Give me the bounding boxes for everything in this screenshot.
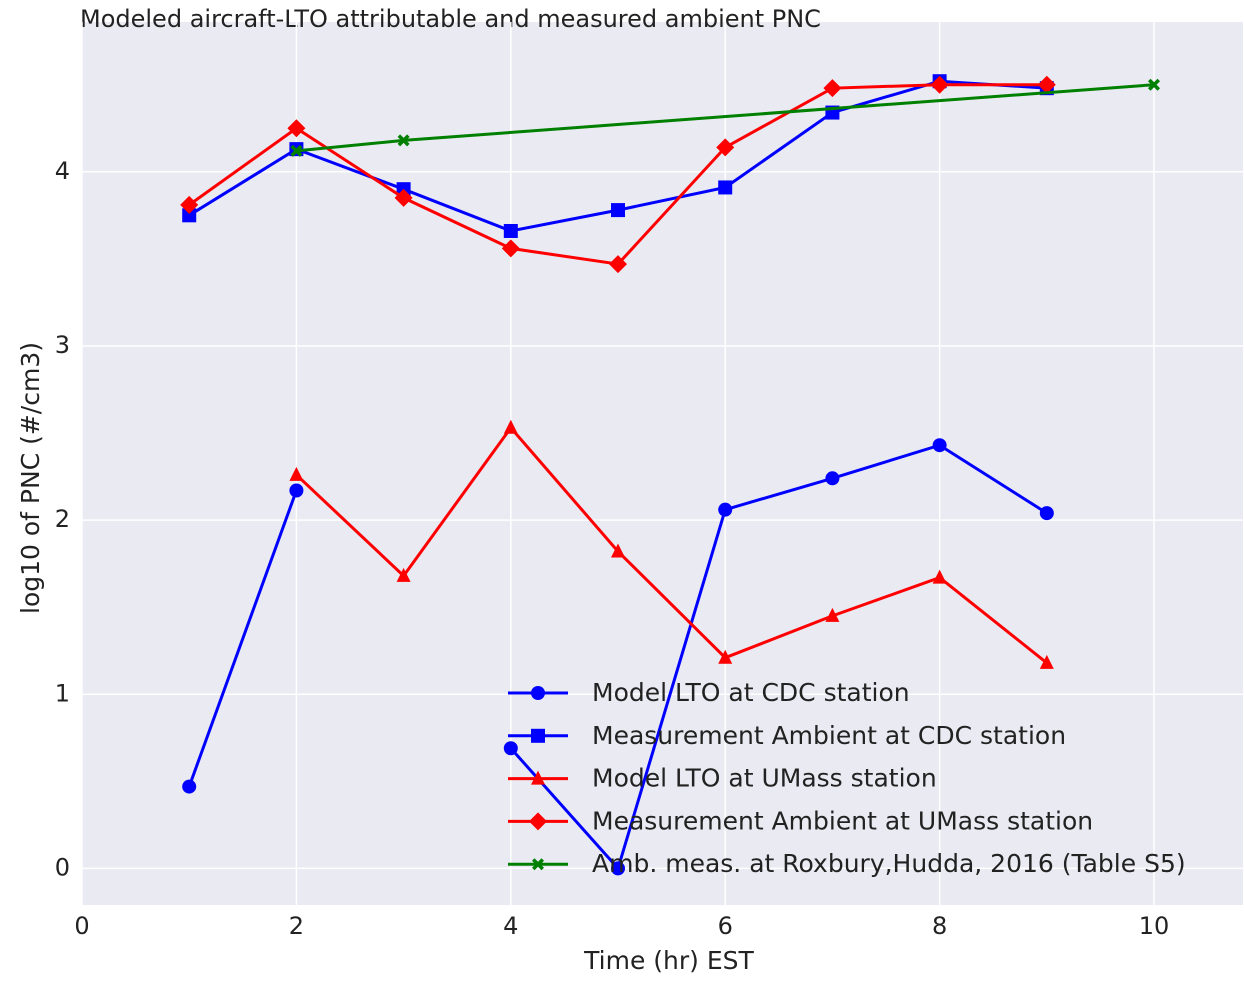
marker: [397, 134, 410, 147]
marker: [1037, 75, 1056, 94]
marker: [611, 543, 626, 558]
legend-label: Amb. meas. at Roxbury,Hudda, 2016 (Table…: [592, 849, 1186, 878]
legend-marker: [531, 686, 545, 700]
marker: [1039, 654, 1054, 669]
marker: [825, 607, 840, 622]
marker: [289, 483, 304, 498]
marker: [718, 502, 733, 517]
marker: [932, 569, 947, 584]
marker: [182, 779, 197, 794]
y-tick-label: 2: [55, 505, 70, 533]
marker: [823, 79, 842, 98]
series-line: [187, 443, 1048, 872]
series-line: [295, 425, 1048, 665]
marker: [1039, 506, 1054, 521]
legend-label: Measurement Ambient at CDC station: [592, 721, 1066, 750]
marker: [396, 567, 411, 582]
x-tick-label: 8: [932, 912, 947, 940]
marker: [287, 119, 306, 138]
legend-marker: [531, 728, 545, 743]
marker: [930, 75, 949, 94]
marker: [611, 203, 626, 218]
x-tick-label: 0: [74, 912, 89, 940]
marker: [501, 239, 520, 258]
marker: [290, 144, 303, 157]
y-tick-label: 3: [55, 331, 70, 359]
y-axis-label: log10 of PNC (#/cm3): [16, 342, 45, 614]
y-tick-label: 0: [55, 853, 70, 881]
marker: [932, 438, 947, 453]
marker: [1148, 78, 1161, 91]
marker: [182, 208, 197, 223]
marker: [716, 138, 735, 157]
x-tick-label: 2: [289, 912, 304, 940]
legend-marker: [532, 858, 544, 871]
legend: Model LTO at CDC station Measurement Ambi…: [508, 678, 1186, 878]
chart-title: Modeled aircraft-LTO attributable and me…: [80, 5, 821, 33]
marker: [825, 471, 840, 486]
marker: [180, 195, 199, 214]
legend-marker: [529, 812, 547, 831]
legend-label: Model LTO at CDC station: [592, 678, 910, 707]
legend-marker: [531, 770, 545, 785]
x-tick-label: 4: [503, 912, 518, 940]
marker: [609, 255, 628, 274]
y-tick-label: 1: [55, 679, 70, 707]
marker: [611, 861, 626, 876]
marker: [394, 188, 413, 207]
grid: [81, 22, 1243, 905]
marker: [503, 741, 518, 756]
x-tick-label: 6: [718, 912, 733, 940]
legend-label: Model LTO at UMass station: [592, 764, 937, 793]
legend-label: Measurement Ambient at UMass station: [592, 806, 1093, 835]
marker: [503, 223, 518, 238]
marker: [289, 466, 304, 481]
marker: [718, 180, 733, 195]
marker: [503, 419, 518, 434]
plot-area: [82, 22, 1243, 905]
marker: [718, 649, 733, 664]
x-axis-label: Time (hr) EST: [583, 946, 754, 975]
x-tick-label: 10: [1139, 912, 1170, 940]
y-tick-label: 4: [55, 157, 70, 185]
